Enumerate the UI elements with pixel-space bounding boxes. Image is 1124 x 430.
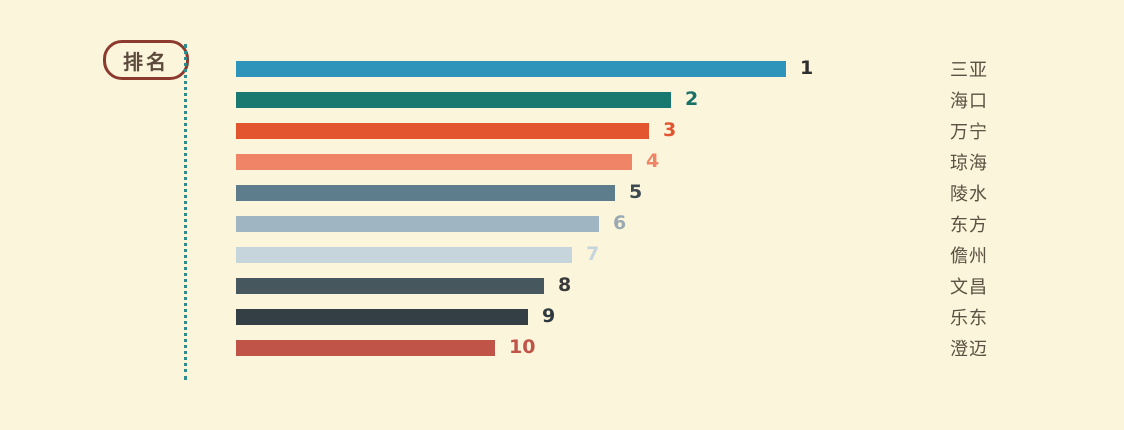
city-labels: 三亚海口万宁琼海陵水东方儋州文昌乐东澄迈: [950, 53, 988, 363]
rank-number-label: 5: [629, 181, 643, 203]
rank-number-label: 10: [509, 336, 536, 358]
bar-rank-3: [236, 122, 649, 139]
city-label: 三亚: [950, 59, 988, 81]
ranking-badge-label: 排名: [123, 49, 169, 74]
rank-number-label: 3: [663, 119, 677, 141]
rank-number-label: 6: [613, 212, 627, 234]
city-label: 陵水: [950, 183, 988, 205]
bar-rank-4: [236, 153, 632, 170]
city-label: 儋州: [950, 245, 988, 267]
chart-row: 2: [236, 84, 813, 115]
city-label: 文昌: [950, 276, 988, 298]
rank-number-label: 8: [558, 274, 572, 296]
city-label: 万宁: [950, 121, 988, 143]
rank-number-label: 1: [800, 57, 814, 79]
bar-rank-7: [236, 246, 572, 263]
city-label: 琼海: [950, 152, 988, 174]
ranking-badge: 排名: [103, 40, 189, 80]
rank-number-label: 9: [542, 305, 556, 327]
chart-row: 9: [236, 301, 813, 332]
chart-row: 10: [236, 332, 813, 363]
bar-rank-6: [236, 215, 599, 232]
chart-row: 4: [236, 146, 813, 177]
bar-rank-5: [236, 184, 615, 201]
chart-row: 6: [236, 208, 813, 239]
chart-row: 7: [236, 239, 813, 270]
chart-row: 5: [236, 177, 813, 208]
bar-rank-10: [236, 339, 495, 356]
chart-row: 1: [236, 53, 813, 84]
bar-rank-8: [236, 277, 544, 294]
rank-number-label: 7: [586, 243, 600, 265]
bar-rank-1: [236, 60, 786, 77]
rank-number-label: 2: [685, 88, 699, 110]
rank-number-label: 4: [646, 150, 660, 172]
chart-row: 3: [236, 115, 813, 146]
chart-row: 8: [236, 270, 813, 301]
vertical-dotted-divider: [184, 44, 187, 380]
bar-chart: 1 2 3 4 5 6 7 8 9 10: [236, 53, 813, 363]
bar-rank-9: [236, 308, 528, 325]
bar-rank-2: [236, 91, 671, 108]
city-label: 东方: [950, 214, 988, 236]
city-label: 海口: [950, 90, 988, 112]
city-label: 澄迈: [950, 338, 988, 360]
city-label: 乐东: [950, 307, 988, 329]
